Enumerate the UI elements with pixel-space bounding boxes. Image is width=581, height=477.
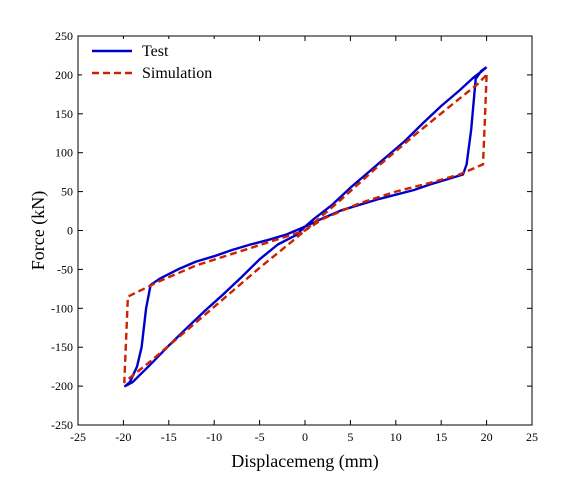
y-tick-label: 250: [55, 29, 73, 43]
x-tick-label: 15: [435, 430, 447, 444]
y-tick-label: 0: [67, 224, 73, 238]
y-tick-label: 100: [55, 146, 73, 160]
legend: Test Simulation: [82, 39, 232, 85]
x-tick-label: 20: [481, 430, 493, 444]
x-tick-label: 5: [347, 430, 353, 444]
x-tick-label: -20: [115, 430, 131, 444]
x-tick-label: -10: [206, 430, 222, 444]
x-tick-label: 25: [526, 430, 538, 444]
y-tick-label: -150: [51, 340, 73, 354]
tick-layer: -25 -20 -15 -10 -5 0 5 10 15 20 25-250-200-150-100…: [51, 29, 538, 444]
y-tick-label: 150: [55, 107, 73, 121]
series-line-test: [124, 66, 488, 388]
x-tick-label: -15: [161, 430, 177, 444]
x-tick-label: -25: [70, 430, 86, 444]
series-layer: [123, 66, 488, 388]
y-tick-label: 50: [61, 185, 73, 199]
y-axis-label: Force (kN): [28, 191, 49, 270]
y-tick-label: 200: [55, 68, 73, 82]
legend-label-test: Test: [142, 43, 169, 60]
y-tick-label: -250: [51, 418, 73, 432]
legend-box: [82, 39, 232, 85]
x-tick-label: -5: [255, 430, 265, 444]
y-tick-label: -50: [57, 262, 73, 276]
legend-label-simulation: Simulation: [142, 65, 212, 82]
x-axis-label: Displacemeng (mm): [231, 451, 378, 472]
x-tick-label: 0: [302, 430, 308, 444]
y-tick-label: -200: [51, 379, 73, 393]
y-tick-label: -100: [51, 301, 73, 315]
series-line-simulation: [123, 74, 488, 384]
x-tick-label: 10: [390, 430, 402, 444]
